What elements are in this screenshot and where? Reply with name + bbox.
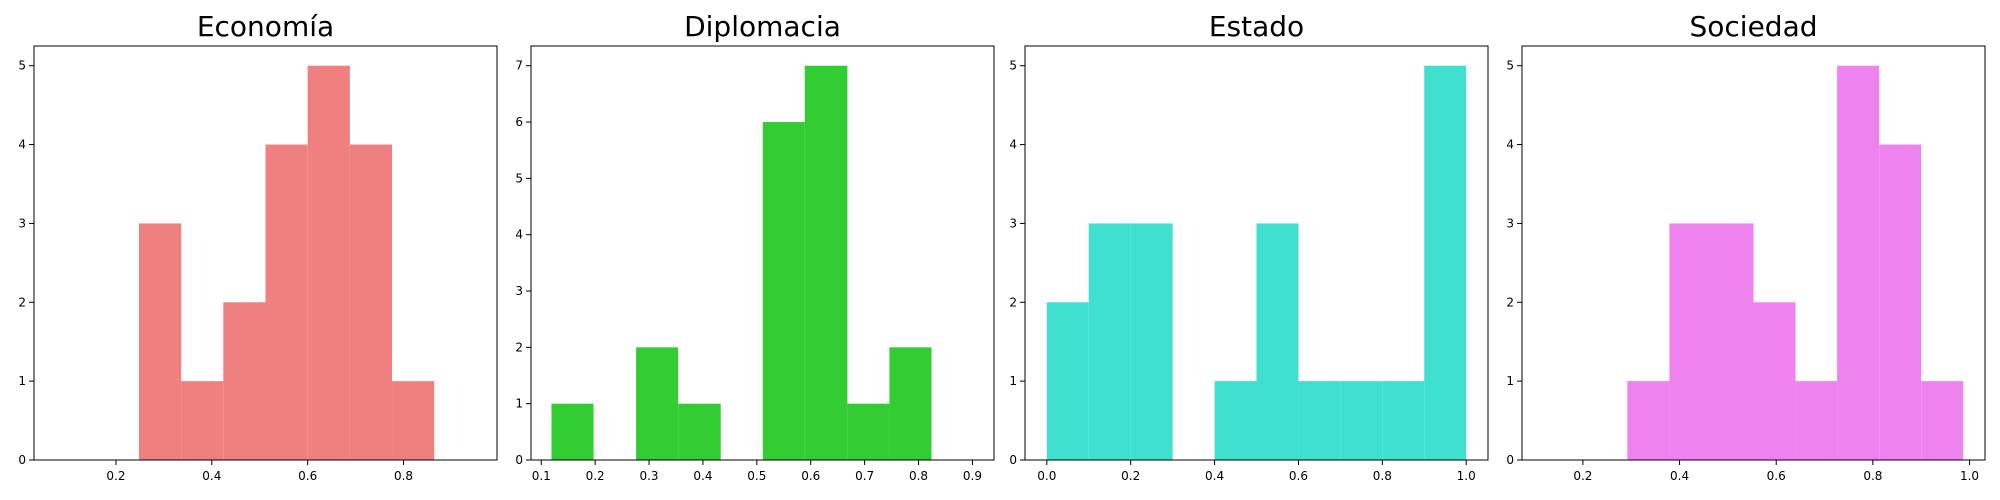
y-tick-label: 5 [1506, 59, 1514, 73]
bar [307, 65, 350, 460]
bar [1424, 65, 1467, 460]
bar [1627, 381, 1670, 460]
y-tick-label: 4 [1009, 138, 1017, 152]
y-tick-label: 3 [515, 284, 523, 298]
x-tick-label: 0.6 [801, 469, 820, 483]
x-tick-label: 0.7 [855, 469, 874, 483]
chart-title: Estado [1209, 10, 1304, 43]
chart-title: Economía [197, 10, 334, 43]
x-tick-label: 0.4 [693, 469, 712, 483]
y-tick-label: 1 [1009, 374, 1017, 388]
y-tick-label: 2 [1506, 295, 1514, 309]
y-tick-label: 0 [515, 453, 523, 467]
y-tick-label: 1 [18, 374, 26, 388]
y-tick-label: 7 [515, 59, 523, 73]
x-tick-label: 1.0 [1457, 469, 1476, 483]
y-tick-label: 5 [1009, 59, 1017, 73]
x-tick-label: 0.6 [1767, 469, 1786, 483]
y-tick-label: 4 [515, 228, 523, 242]
x-tick-label: 0.5 [747, 469, 766, 483]
x-tick-label: 1.0 [1960, 469, 1979, 483]
bar [392, 381, 435, 460]
x-tick-label: 0.8 [1863, 469, 1882, 483]
axes-frame [530, 45, 995, 461]
y-tick-label: 0 [18, 453, 26, 467]
axes-frame [1521, 45, 1986, 461]
y-tick-label: 0 [1506, 453, 1514, 467]
x-tick-label: 0.2 [586, 469, 605, 483]
bar [138, 223, 182, 460]
x-tick-label: 0.8 [1373, 469, 1392, 483]
y-tick-label: 2 [515, 340, 523, 354]
bar [636, 347, 679, 460]
y-tick-label: 3 [1009, 216, 1017, 230]
bar [349, 144, 393, 461]
x-tick-label: 0.6 [298, 469, 317, 483]
y-tick-label: 3 [18, 216, 26, 230]
x-tick-label: 0.3 [639, 469, 658, 483]
bar [678, 403, 721, 460]
bar [1256, 223, 1299, 460]
bar [223, 302, 266, 460]
bar [551, 403, 594, 460]
x-tick-label: 0.2 [1573, 469, 1592, 483]
y-tick-label: 5 [515, 171, 523, 185]
axes-frame [33, 45, 498, 461]
bar [1921, 381, 1964, 460]
bar [1382, 381, 1425, 460]
bar [1795, 381, 1838, 460]
y-tick-label: 5 [18, 59, 26, 73]
bar [889, 347, 932, 460]
chart-title: Diplomacia [684, 10, 841, 43]
y-tick-label: 0 [1009, 453, 1017, 467]
bar [804, 65, 848, 460]
axes-frame [1024, 45, 1489, 461]
y-tick-label: 1 [1506, 374, 1514, 388]
bar [762, 122, 805, 460]
bar [1837, 65, 1880, 460]
bar [1214, 381, 1257, 460]
x-tick-label: 0.4 [202, 469, 221, 483]
bar [1753, 302, 1796, 460]
y-tick-label: 3 [1506, 216, 1514, 230]
y-tick-label: 1 [515, 397, 523, 411]
bar [1298, 381, 1341, 460]
bar [181, 381, 224, 460]
x-tick-label: 0.8 [909, 469, 928, 483]
bar [1046, 302, 1089, 460]
y-tick-label: 6 [515, 115, 523, 129]
y-tick-label: 2 [1009, 295, 1017, 309]
x-tick-label: 0.9 [963, 469, 982, 483]
bar [1711, 223, 1754, 460]
bar [265, 144, 308, 461]
x-tick-label: 0.4 [1670, 469, 1689, 483]
x-tick-label: 0.2 [1121, 469, 1140, 483]
x-tick-label: 0.2 [106, 469, 125, 483]
bar [1130, 223, 1173, 460]
x-tick-label: 0.8 [394, 469, 413, 483]
y-tick-label: 4 [1506, 138, 1514, 152]
x-tick-label: 0.6 [1289, 469, 1308, 483]
bar [1669, 223, 1712, 460]
bar [1088, 223, 1131, 460]
x-tick-label: 0.4 [1205, 469, 1224, 483]
x-tick-label: 0.0 [1037, 469, 1056, 483]
bar [847, 403, 890, 460]
y-tick-label: 2 [18, 295, 26, 309]
y-tick-label: 4 [18, 138, 26, 152]
chart-title: Sociedad [1689, 10, 1817, 43]
bar [1340, 381, 1383, 460]
x-tick-label: 0.1 [532, 469, 551, 483]
bar [1879, 144, 1922, 461]
